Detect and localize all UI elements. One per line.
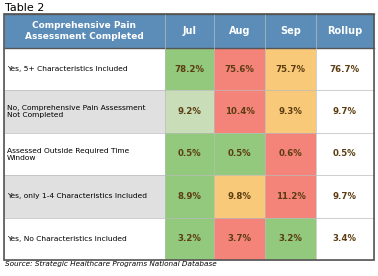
Bar xyxy=(214,48,265,91)
Bar xyxy=(316,48,374,91)
Text: Comprehensive Pain
Assessment Completed: Comprehensive Pain Assessment Completed xyxy=(25,21,144,41)
Text: 10.4%: 10.4% xyxy=(225,107,255,116)
Text: Source: Strategic Healthcare Programs National Database: Source: Strategic Healthcare Programs Na… xyxy=(5,261,217,267)
Bar xyxy=(4,14,374,260)
Bar xyxy=(4,14,165,48)
Text: 9.2%: 9.2% xyxy=(178,107,201,116)
Bar xyxy=(165,14,214,48)
Bar xyxy=(165,133,214,175)
Text: 3.2%: 3.2% xyxy=(178,234,201,243)
Bar xyxy=(214,91,265,133)
Bar xyxy=(316,175,374,217)
Text: 11.2%: 11.2% xyxy=(276,192,305,201)
Bar xyxy=(165,217,214,260)
Text: Sep: Sep xyxy=(280,26,301,36)
Text: 8.9%: 8.9% xyxy=(178,192,201,201)
Text: 78.2%: 78.2% xyxy=(175,65,204,74)
Text: 9.3%: 9.3% xyxy=(279,107,302,116)
Text: 3.2%: 3.2% xyxy=(279,234,302,243)
Text: 0.5%: 0.5% xyxy=(178,150,201,158)
Bar xyxy=(265,133,316,175)
Text: 75.6%: 75.6% xyxy=(225,65,255,74)
Text: Yes, 5+ Characteristics Included: Yes, 5+ Characteristics Included xyxy=(7,66,128,72)
Bar xyxy=(316,14,374,48)
Text: 9.7%: 9.7% xyxy=(333,192,357,201)
Text: Assessed Outside Required Time
Window: Assessed Outside Required Time Window xyxy=(7,147,129,161)
Text: 75.7%: 75.7% xyxy=(276,65,305,74)
Text: No, Comprehensive Pain Assessment
Not Completed: No, Comprehensive Pain Assessment Not Co… xyxy=(7,105,146,118)
Bar xyxy=(214,133,265,175)
Text: 0.5%: 0.5% xyxy=(228,150,251,158)
Bar xyxy=(265,14,316,48)
Bar xyxy=(4,217,165,260)
Bar xyxy=(265,91,316,133)
Bar xyxy=(265,48,316,91)
Text: Yes, No Characteristics Included: Yes, No Characteristics Included xyxy=(7,236,127,242)
Text: 0.6%: 0.6% xyxy=(279,150,302,158)
Bar xyxy=(165,91,214,133)
Bar xyxy=(4,91,165,133)
Bar xyxy=(265,217,316,260)
Text: 76.7%: 76.7% xyxy=(330,65,360,74)
Text: Rollup: Rollup xyxy=(327,26,363,36)
Text: 3.7%: 3.7% xyxy=(228,234,252,243)
Text: 0.5%: 0.5% xyxy=(333,150,357,158)
Text: 9.7%: 9.7% xyxy=(333,107,357,116)
Text: 9.8%: 9.8% xyxy=(228,192,252,201)
Bar xyxy=(316,133,374,175)
Bar xyxy=(4,175,165,217)
Bar xyxy=(165,48,214,91)
Bar xyxy=(265,175,316,217)
Bar xyxy=(214,217,265,260)
Text: Aug: Aug xyxy=(229,26,251,36)
Bar xyxy=(4,133,165,175)
Bar xyxy=(214,14,265,48)
Bar xyxy=(4,48,165,91)
Text: Jul: Jul xyxy=(183,26,197,36)
Bar xyxy=(214,175,265,217)
Text: Yes, only 1-4 Characteristics Included: Yes, only 1-4 Characteristics Included xyxy=(7,193,147,199)
Text: 3.4%: 3.4% xyxy=(333,234,357,243)
Bar xyxy=(165,175,214,217)
Bar xyxy=(316,217,374,260)
Text: Table 2: Table 2 xyxy=(5,3,44,13)
Bar xyxy=(316,91,374,133)
